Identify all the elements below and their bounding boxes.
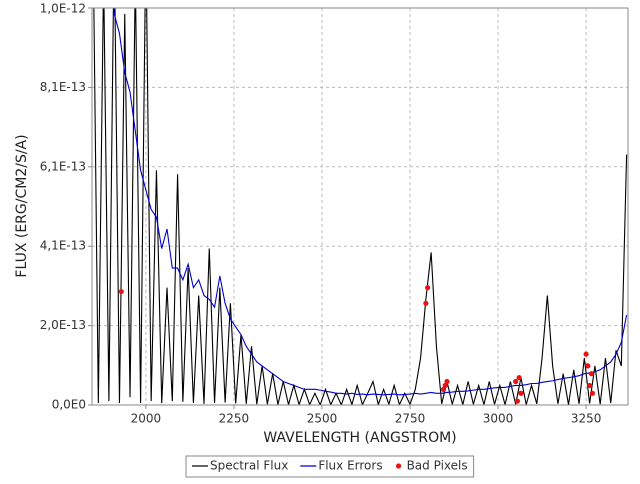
bad-pixel-point bbox=[513, 378, 519, 385]
y-tick-label: 8,1E-13 bbox=[40, 80, 86, 94]
bad-pixel-point bbox=[440, 386, 447, 392]
bad-pixel-point bbox=[444, 378, 450, 385]
bad-pixel-point bbox=[588, 371, 594, 377]
legend-box bbox=[185, 455, 475, 478]
series-line bbox=[113, 8, 628, 396]
legend-label: Spectral Flux bbox=[210, 459, 288, 473]
x-tick-label: 3000 bbox=[483, 412, 514, 426]
bad-pixel-point bbox=[425, 285, 431, 291]
legend-marker bbox=[395, 463, 402, 469]
legend: Spectral Flux Flux Errors Bad Pixels bbox=[185, 455, 475, 478]
y-tick-label: 2,0E-13 bbox=[40, 318, 86, 332]
bad-pixel-point bbox=[585, 363, 591, 369]
x-tick-label: 2500 bbox=[307, 412, 338, 426]
bad-pixel-point bbox=[442, 382, 448, 389]
y-tick-label: 4,1E-13 bbox=[40, 239, 86, 253]
series-line bbox=[93, 8, 628, 405]
bad-pixel-point bbox=[423, 300, 429, 306]
y-axis-label: FLUX (ERG/CM2/S/A) bbox=[14, 134, 30, 277]
bad-pixel-point bbox=[583, 351, 589, 357]
plot-area bbox=[92, 8, 628, 405]
plot-frame bbox=[91, 7, 629, 406]
bad-pixel-point bbox=[589, 390, 596, 396]
legend-label: Bad Pixels bbox=[407, 459, 468, 473]
x-tick-label: 2000 bbox=[131, 412, 162, 426]
legend-label: Flux Errors bbox=[318, 459, 382, 473]
bad-pixel-point bbox=[518, 390, 524, 396]
x-tick-label: 2750 bbox=[395, 412, 426, 426]
bad-pixel-point bbox=[516, 375, 522, 381]
bad-pixel-point bbox=[587, 382, 593, 389]
plot-marks bbox=[93, 8, 628, 405]
y-tick-label: 0,0E0 bbox=[52, 398, 86, 412]
x-axis-label: WAVELENGTH (ANGSTROM) bbox=[263, 430, 456, 446]
bad-pixel-point bbox=[118, 288, 124, 295]
bad-pixel-point bbox=[514, 398, 521, 404]
x-tick-label: 2250 bbox=[219, 412, 250, 426]
y-tick-label: 6,1E-13 bbox=[40, 159, 86, 173]
grid: 0,0E0 2,0E-13 4,1E-13 6,1E-13 8,1E-13 1,0E-12… bbox=[40, 2, 628, 426]
x-tick-label: 3250 bbox=[571, 412, 602, 426]
y-tick-label: 1,0E-12 bbox=[40, 2, 86, 16]
